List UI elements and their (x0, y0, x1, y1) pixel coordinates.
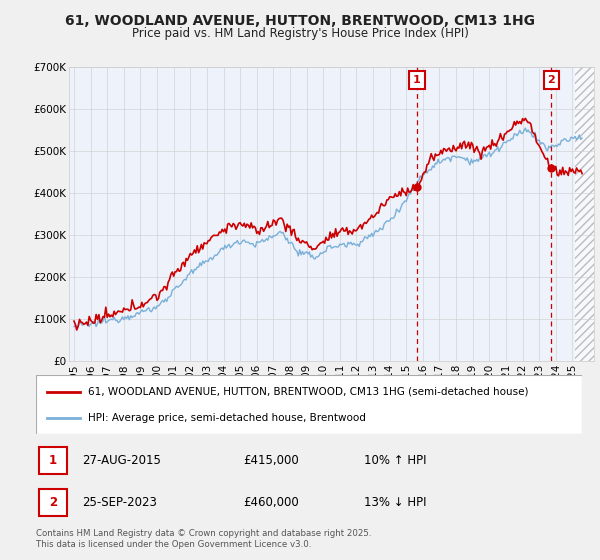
Text: £415,000: £415,000 (244, 454, 299, 467)
Text: 2: 2 (49, 496, 57, 509)
Text: £460,000: £460,000 (244, 496, 299, 509)
Text: 13% ↓ HPI: 13% ↓ HPI (364, 496, 426, 509)
Text: 1: 1 (413, 75, 421, 85)
Bar (575, 67, 594, 361)
Text: HPI: Average price, semi-detached house, Brentwood: HPI: Average price, semi-detached house,… (88, 413, 366, 423)
Text: 61, WOODLAND AVENUE, HUTTON, BRENTWOOD, CM13 1HG: 61, WOODLAND AVENUE, HUTTON, BRENTWOOD, … (65, 14, 535, 28)
Bar (575, 67, 594, 361)
Text: 61, WOODLAND AVENUE, HUTTON, BRENTWOOD, CM13 1HG (semi-detached house): 61, WOODLAND AVENUE, HUTTON, BRENTWOOD, … (88, 386, 529, 396)
Text: 25-SEP-2023: 25-SEP-2023 (82, 496, 157, 509)
Text: Contains HM Land Registry data © Crown copyright and database right 2025.
This d: Contains HM Land Registry data © Crown c… (36, 529, 371, 549)
Text: 1: 1 (49, 454, 57, 467)
Text: Price paid vs. HM Land Registry's House Price Index (HPI): Price paid vs. HM Land Registry's House … (131, 27, 469, 40)
Text: 2: 2 (547, 75, 555, 85)
Text: 10% ↑ HPI: 10% ↑ HPI (364, 454, 426, 467)
Text: 27-AUG-2015: 27-AUG-2015 (82, 454, 161, 467)
FancyBboxPatch shape (39, 447, 67, 474)
FancyBboxPatch shape (39, 489, 67, 516)
